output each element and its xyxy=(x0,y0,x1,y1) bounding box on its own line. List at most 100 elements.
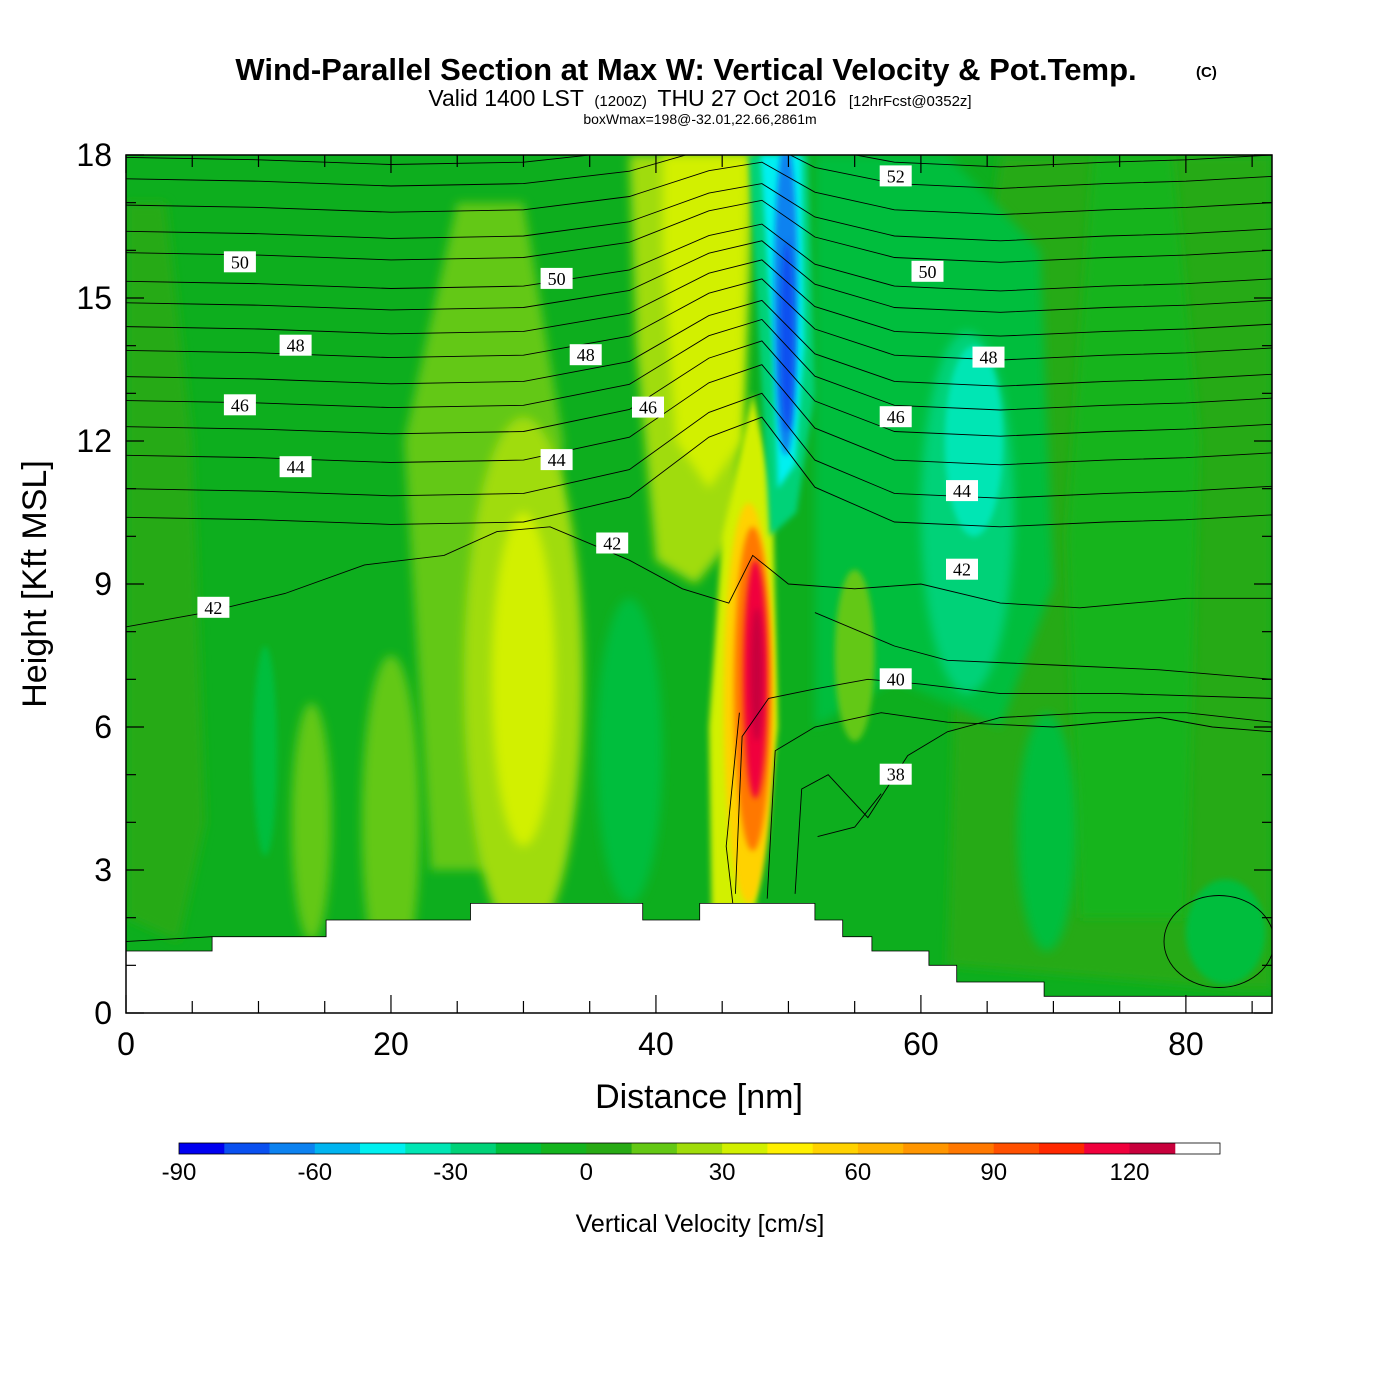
title-copyright-mark: (C) xyxy=(1196,64,1217,81)
y-tick-label: 0 xyxy=(94,995,112,1031)
theta-contour-42 xyxy=(126,526,1272,628)
downdraft-teal-inner xyxy=(944,345,1004,537)
theta-label-text: 46 xyxy=(887,407,905,427)
main-updraft-crimson xyxy=(750,607,763,742)
terrain xyxy=(126,903,1272,1013)
colorbar-frame xyxy=(178,1142,1221,1155)
chart-subtitle: Valid 1400 LST (1200Z) THU 27 Oct 2016 [… xyxy=(428,85,971,111)
colorbar-swatch xyxy=(179,1143,225,1154)
theta-label-48: 48 xyxy=(279,334,312,356)
colorbar-swatch xyxy=(857,1143,904,1154)
theta-label-42: 42 xyxy=(197,596,230,618)
theta-label-text: 42 xyxy=(204,598,222,618)
subtitle-forecast: [12hrFcst@0352z] xyxy=(849,93,972,110)
theta-contour-low-left xyxy=(126,936,213,942)
colorbar-tick-label: 90 xyxy=(980,1159,1007,1186)
theta-label-box xyxy=(946,480,978,502)
upper-plume-core xyxy=(662,155,749,489)
colorbar-tick-label: -90 xyxy=(162,1159,197,1186)
theta-label-50: 50 xyxy=(223,251,256,273)
x-axis: 0 20 40 60 80 xyxy=(117,155,1253,1062)
theta-label-text: 50 xyxy=(919,262,937,282)
theta-contour-41 xyxy=(814,612,1272,680)
light-green-zone-left xyxy=(126,202,206,942)
theta-label-box xyxy=(879,763,912,785)
y-tick-label: 9 xyxy=(94,566,112,602)
theta-label-text: 44 xyxy=(548,450,566,470)
colorbar-swatch xyxy=(314,1143,361,1154)
theta-label-text: 50 xyxy=(231,252,249,272)
theta-label-text: 38 xyxy=(887,765,905,785)
y-axis: 0 3 6 9 12 15 18 xyxy=(76,137,1272,1031)
theta-contour-upper-3 xyxy=(126,183,1272,242)
y-axis-title: Height [Kft MSL] xyxy=(16,460,54,708)
downdraft-x73 xyxy=(1017,712,1076,952)
y-tick-label: 18 xyxy=(76,137,112,173)
colorbar-swatch xyxy=(541,1143,587,1154)
theta-label-52: 52 xyxy=(879,165,912,187)
boxwmax-annotation: boxWmax=198@-32.01,22.66,2861m xyxy=(583,111,816,127)
colorbar-swatch xyxy=(1084,1143,1130,1154)
updraft-x23-weak xyxy=(361,655,421,990)
theta-contour-upper-4 xyxy=(126,199,1272,263)
y-tick-label: 15 xyxy=(76,280,112,316)
theta-label-text: 50 xyxy=(548,269,566,289)
theta-contour-closed-corner xyxy=(1163,895,1272,988)
theta-label-text: 46 xyxy=(639,398,657,418)
theta-label-box xyxy=(279,334,312,356)
theta-label-box xyxy=(632,396,664,418)
theta-contour-upper-12 xyxy=(126,364,1272,466)
theta-label-box xyxy=(279,456,312,478)
plot-area: 52 50 50 50 48 48 48 46 46 46 44 44 44 42 42 42 40 38 0 20… xyxy=(76,137,1273,1062)
subtitle-date: THU 27 Oct 2016 xyxy=(657,85,836,111)
theta-label-text: 42 xyxy=(603,534,621,554)
colorbar-tick-label: -30 xyxy=(433,1159,468,1186)
colorbar: -90 -60 -30 0 30 60 90 120 xyxy=(162,1142,1221,1186)
theta-label-box xyxy=(197,596,230,618)
theta-label-box xyxy=(911,260,944,282)
colorbar-swatch xyxy=(405,1143,452,1154)
colorbar-swatch xyxy=(1039,1143,1085,1154)
vertical-velocity-shading xyxy=(126,155,1272,990)
y-tick-label: 12 xyxy=(76,423,112,459)
colorbar-swatch xyxy=(360,1143,406,1154)
theta-label-text: 48 xyxy=(577,345,595,365)
theta-label-46: 46 xyxy=(632,396,664,418)
theta-label-box xyxy=(540,449,573,471)
downdraft-x37 xyxy=(596,598,663,904)
theta-contour-upper-6 xyxy=(126,240,1272,313)
theta-label-42: 42 xyxy=(946,558,978,580)
mid-green-right-column xyxy=(1066,155,1200,918)
y-tick-label: 6 xyxy=(94,709,112,745)
colorbar-swatch xyxy=(903,1143,949,1154)
theta-label-text: 48 xyxy=(287,336,305,356)
theta-contour-upper-9 xyxy=(126,299,1272,387)
colorbar-swatch xyxy=(495,1143,542,1154)
colorbar-swatch xyxy=(993,1143,1040,1154)
theta-label-44: 44 xyxy=(946,480,978,502)
theta-label-text: 44 xyxy=(287,457,305,477)
colorbar-tick-label: 30 xyxy=(709,1159,736,1186)
chart-title: Wind-Parallel Section at Max W: Vertical… xyxy=(235,52,1136,87)
colorbar-swatch xyxy=(269,1143,316,1154)
updraft-x30-core xyxy=(491,512,556,847)
theta-contour-37 xyxy=(817,793,882,838)
right-corner-downdraft xyxy=(1185,879,1266,985)
theta-contour-38 xyxy=(794,712,1272,894)
theta-contour-upper-7 xyxy=(126,259,1272,337)
theta-contour-upper-10 xyxy=(126,318,1272,411)
theta-contours xyxy=(126,155,1272,988)
theta-label-box xyxy=(540,267,573,289)
colorbar-swatch xyxy=(450,1143,497,1154)
subtitle-utc: (1200Z) xyxy=(594,93,647,110)
colorbar-tick-label: -60 xyxy=(297,1159,332,1186)
theta-label-box xyxy=(879,406,912,428)
theta-contour-upper-5 xyxy=(126,223,1272,292)
theta-label-50: 50 xyxy=(540,267,573,289)
updraft-x14-weak xyxy=(291,703,332,942)
theta-label-box xyxy=(569,344,602,366)
theta-contour-upper-11 xyxy=(126,340,1272,437)
theta-label-box xyxy=(972,346,1005,368)
colorbar-title: Vertical Velocity [cm/s] xyxy=(576,1210,825,1238)
